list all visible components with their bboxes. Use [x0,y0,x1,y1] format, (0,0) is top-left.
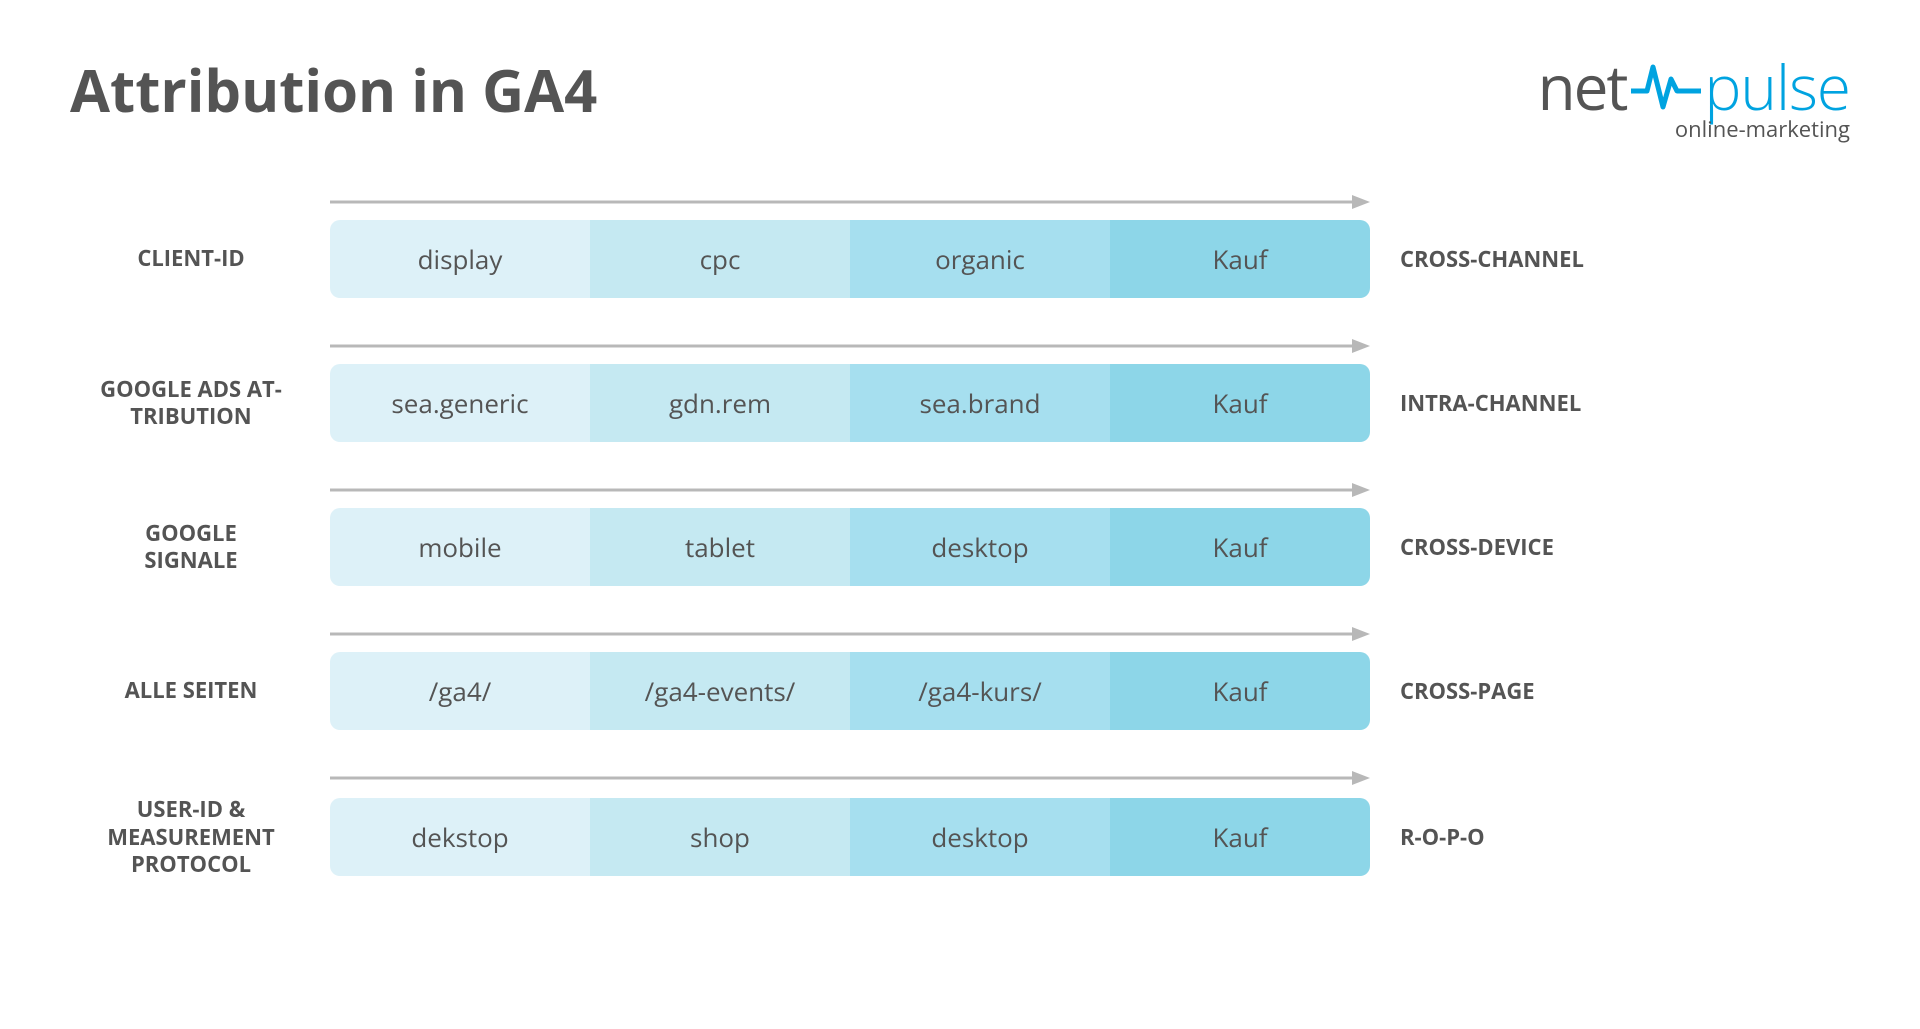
row-spacer [70,730,1850,760]
arrow-cell [330,481,1370,499]
row-spacer [70,586,1850,616]
logo: net pulse online-marketing [1538,56,1850,144]
row-left-label: GOOGLE ADS AT-TRIBUTION [70,376,330,431]
arrow-icon [330,625,1370,643]
journey-bar: sea.genericgdn.remsea.brandKauf [330,364,1370,442]
arrow-row [70,472,1850,508]
journey-step: Kauf [1110,652,1370,730]
journey-bar: dekstopshopdesktopKauf [330,798,1370,876]
journey-bar: mobiletabletdesktopKauf [330,508,1370,586]
journey-bar: displaycpcorganicKauf [330,220,1370,298]
logo-pulse-text: pulse [1705,56,1850,118]
arrow-cell [330,769,1370,787]
header: Attribution in GA4 net pulse online-mark… [70,50,1850,144]
arrow-row [70,328,1850,364]
row-left-label: ALLE SEITEN [70,677,330,705]
attribution-row: USER-ID &MEASUREMENTPROTOCOLdekstopshopd… [70,796,1850,879]
attribution-row: GOOGLE ADS AT-TRIBUTIONsea.genericgdn.re… [70,364,1850,442]
journey-step: organic [850,220,1110,298]
journey-step: Kauf [1110,364,1370,442]
journey-step: gdn.rem [590,364,850,442]
journey-step: sea.brand [850,364,1110,442]
arrow-cell [330,625,1370,643]
attribution-row: CLIENT-IDdisplaycpcorganicKaufCROSS-CHAN… [70,220,1850,298]
row-right-label: CROSS-PAGE [1370,676,1850,706]
arrow-row [70,760,1850,796]
journey-step: /ga4-kurs/ [850,652,1110,730]
row-right-label: INTRA-CHANNEL [1370,388,1850,418]
row-right-label: CROSS-CHANNEL [1370,244,1850,274]
journey-step: tablet [590,508,850,586]
journey-step: desktop [850,508,1110,586]
journey-step: Kauf [1110,220,1370,298]
journey-step: shop [590,798,850,876]
journey-step: dekstop [330,798,590,876]
logo-subtitle: online-marketing [1675,114,1850,144]
arrow-icon [330,769,1370,787]
journey-step: desktop [850,798,1110,876]
row-left-label: GOOGLESIGNALE [70,520,330,575]
arrow-row [70,184,1850,220]
arrow-cell [330,337,1370,355]
journey-step: Kauf [1110,798,1370,876]
journey-step: Kauf [1110,508,1370,586]
attribution-rows: CLIENT-IDdisplaycpcorganicKaufCROSS-CHAN… [70,184,1850,879]
row-spacer [70,298,1850,328]
pulse-icon [1631,59,1701,115]
attribution-row: GOOGLESIGNALEmobiletabletdesktopKaufCROS… [70,508,1850,586]
row-left-label: USER-ID &MEASUREMENTPROTOCOL [70,796,330,879]
journey-step: /ga4-events/ [590,652,850,730]
logo-net-text: net [1538,56,1627,118]
row-right-label: R-O-P-O [1370,822,1850,852]
page-title: Attribution in GA4 [70,50,597,129]
journey-step: sea.generic [330,364,590,442]
row-right-label: CROSS-DEVICE [1370,532,1850,562]
row-left-label: CLIENT-ID [70,245,330,273]
arrow-icon [330,337,1370,355]
journey-step: /ga4/ [330,652,590,730]
arrow-icon [330,481,1370,499]
arrow-row [70,616,1850,652]
journey-bar: /ga4//ga4-events//ga4-kurs/Kauf [330,652,1370,730]
row-spacer [70,442,1850,472]
arrow-cell [330,193,1370,211]
journey-step: cpc [590,220,850,298]
attribution-row: ALLE SEITEN/ga4//ga4-events//ga4-kurs/Ka… [70,652,1850,730]
logo-main: net pulse [1538,56,1850,118]
journey-step: display [330,220,590,298]
journey-step: mobile [330,508,590,586]
arrow-icon [330,193,1370,211]
